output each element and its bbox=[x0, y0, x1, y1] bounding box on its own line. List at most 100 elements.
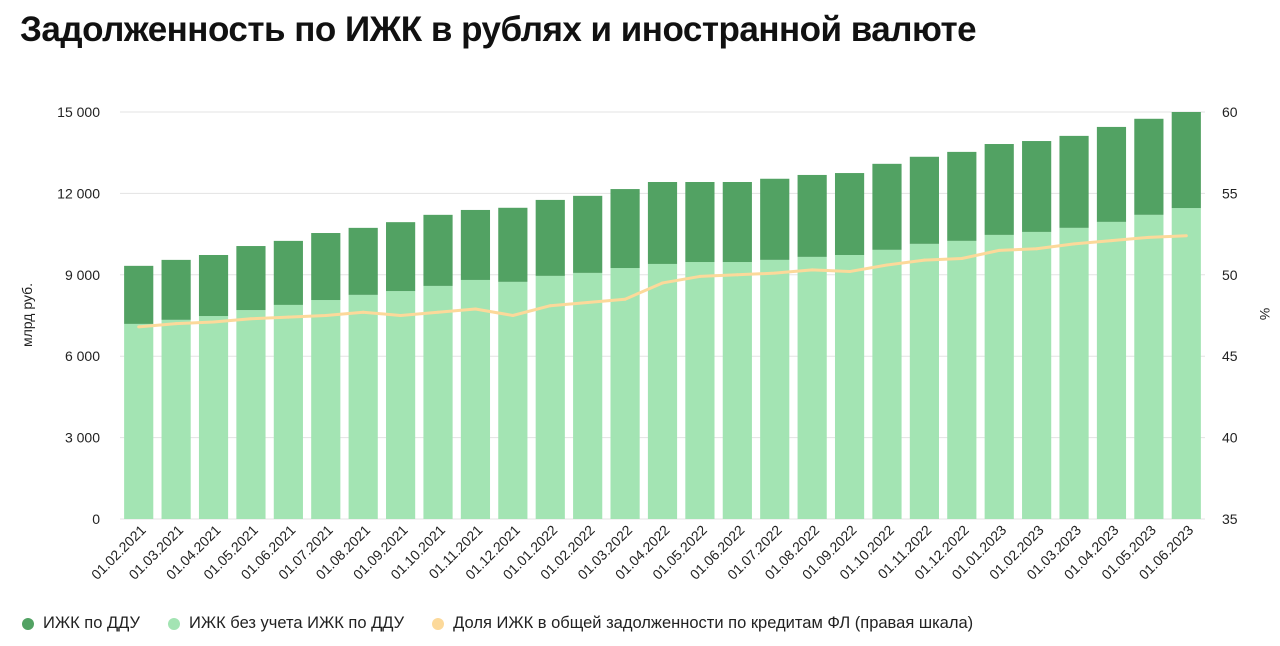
share-point bbox=[286, 315, 290, 319]
bar-non-ddu bbox=[1059, 227, 1089, 520]
chart-title: Задолженность по ИЖК в рублях и иностран… bbox=[20, 10, 977, 49]
bar-non-ddu bbox=[872, 249, 902, 519]
share-point bbox=[623, 297, 627, 301]
legend-item-share: Доля ИЖК в общей задолженности по кредит… bbox=[432, 614, 973, 633]
share-point bbox=[399, 314, 403, 317]
bar-non-ddu bbox=[535, 275, 565, 519]
y2-tick-label: 60 bbox=[1222, 104, 1238, 120]
share-point bbox=[885, 263, 889, 267]
bar-non-ddu bbox=[1171, 208, 1201, 519]
share-point bbox=[1109, 239, 1113, 243]
bar-ddu bbox=[647, 182, 678, 264]
bar-non-ddu bbox=[273, 304, 303, 519]
share-point bbox=[473, 307, 477, 311]
bar-non-ddu bbox=[124, 323, 154, 519]
bar-non-ddu bbox=[1096, 221, 1127, 519]
y-tick-label: 9 000 bbox=[65, 267, 100, 283]
bar-ddu bbox=[610, 189, 640, 269]
share-point bbox=[548, 304, 552, 308]
legend-swatch-ddu bbox=[22, 617, 34, 630]
y2-tick-label: 40 bbox=[1222, 430, 1238, 446]
bar-ddu bbox=[685, 182, 715, 263]
bar-non-ddu bbox=[1134, 214, 1164, 519]
share-point bbox=[922, 258, 926, 262]
share-point bbox=[511, 314, 515, 317]
bar-non-ddu bbox=[236, 310, 266, 519]
bar-non-ddu bbox=[947, 240, 977, 519]
bar-ddu bbox=[1059, 135, 1089, 228]
bar-ddu bbox=[311, 233, 341, 301]
bar-ddu bbox=[1134, 118, 1164, 215]
legend-label: ИЖК по ДДУ bbox=[43, 614, 141, 632]
bar-ddu bbox=[198, 254, 229, 317]
bar-non-ddu bbox=[460, 279, 491, 519]
bar-ddu bbox=[834, 173, 865, 255]
share-point bbox=[848, 270, 852, 274]
bar-ddu bbox=[423, 214, 453, 286]
legend-swatch-non-ddu bbox=[168, 617, 181, 630]
bar-non-ddu bbox=[161, 319, 191, 519]
bar-ddu bbox=[760, 178, 790, 260]
share-point bbox=[735, 273, 739, 277]
bar-non-ddu bbox=[834, 254, 865, 519]
share-point bbox=[212, 320, 216, 324]
legend-item-non-ddu: ИЖК без учета ИЖК по ДДУ bbox=[168, 614, 404, 633]
bar-non-ddu bbox=[1022, 231, 1052, 520]
bar-non-ddu bbox=[685, 262, 715, 519]
share-point bbox=[249, 317, 253, 321]
bar-ddu bbox=[1096, 126, 1127, 222]
bar-ddu bbox=[273, 240, 303, 305]
bar-non-ddu bbox=[348, 294, 378, 519]
bar-ddu bbox=[348, 227, 378, 295]
bar-non-ddu bbox=[797, 256, 827, 519]
bar-non-ddu bbox=[760, 259, 790, 519]
legend: ИЖК по ДДУ ИЖК без учета ИЖК по ДДУ Доля… bbox=[22, 614, 973, 633]
bar-non-ddu bbox=[498, 281, 528, 519]
bar-ddu bbox=[947, 151, 977, 241]
share-point bbox=[436, 310, 440, 314]
y-tick-label: 0 bbox=[92, 511, 100, 527]
y-tick-label: 15 000 bbox=[57, 104, 100, 120]
bar-ddu bbox=[236, 246, 266, 311]
bar-ddu bbox=[909, 156, 939, 244]
bar-ddu bbox=[573, 195, 603, 273]
y2-axis-label: % bbox=[1257, 308, 1273, 320]
legend-item-ddu: ИЖК по ДДУ bbox=[22, 614, 140, 633]
y-tick-label: 12 000 bbox=[57, 185, 100, 201]
bar-ddu bbox=[498, 207, 528, 282]
share-point bbox=[1184, 234, 1188, 238]
share-point bbox=[361, 310, 365, 314]
legend-label: ИЖК без учета ИЖК по ДДУ bbox=[189, 614, 405, 632]
y-tick-label: 3 000 bbox=[65, 430, 100, 446]
share-point bbox=[1072, 242, 1076, 246]
share-point bbox=[174, 322, 178, 326]
share-point bbox=[137, 325, 141, 329]
bar-ddu bbox=[722, 182, 752, 263]
share-point bbox=[1147, 235, 1151, 239]
bar-ddu bbox=[1171, 112, 1201, 209]
bar-non-ddu bbox=[647, 263, 678, 519]
bar-ddu bbox=[460, 209, 491, 280]
share-point bbox=[698, 274, 702, 278]
share-point bbox=[1035, 247, 1039, 251]
legend-swatch-share bbox=[432, 617, 445, 630]
bar-non-ddu bbox=[198, 316, 229, 519]
bar-non-ddu bbox=[610, 268, 640, 519]
bar-ddu bbox=[386, 222, 416, 292]
bar-non-ddu bbox=[386, 291, 416, 519]
bar-ddu bbox=[535, 199, 565, 276]
y2-tick-label: 45 bbox=[1222, 348, 1238, 364]
bar-non-ddu bbox=[423, 285, 453, 519]
share-point bbox=[810, 268, 814, 272]
y-axis-label: млрд руб. bbox=[19, 283, 35, 347]
y2-tick-label: 55 bbox=[1222, 185, 1238, 201]
share-point bbox=[586, 300, 590, 304]
bar-non-ddu bbox=[311, 300, 341, 519]
bar-non-ddu bbox=[909, 243, 939, 520]
share-point bbox=[324, 314, 328, 317]
bar-ddu bbox=[161, 259, 191, 320]
bar-ddu bbox=[124, 265, 154, 324]
bar-non-ddu bbox=[722, 262, 752, 519]
share-point bbox=[661, 281, 664, 285]
